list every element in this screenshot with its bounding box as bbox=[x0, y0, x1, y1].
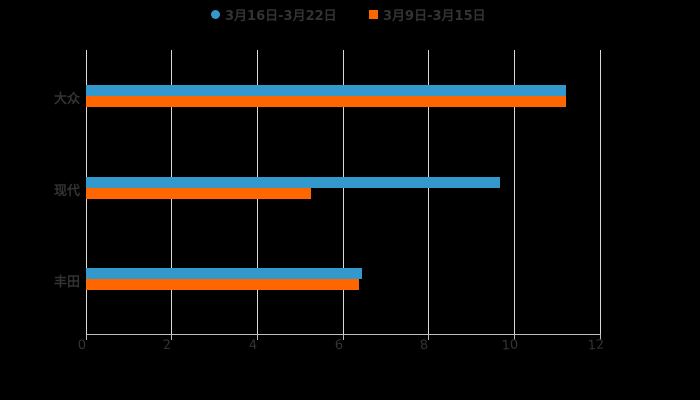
legend-label: 3月16日-3月22日 bbox=[225, 8, 337, 24]
category-label-xiandai: 现代 bbox=[53, 184, 80, 199]
x-tick-label: 0 bbox=[77, 337, 87, 354]
legend: 3月16日-3月22日 3月9日-3月15日 bbox=[0, 4, 700, 24]
gridline bbox=[343, 50, 344, 335]
gridline bbox=[514, 50, 515, 335]
legend-item-series-2[interactable]: 3月9日-3月15日 bbox=[369, 4, 486, 24]
bar-dazhong-series-1[interactable] bbox=[86, 85, 566, 96]
x-tick-label: 4 bbox=[248, 337, 258, 354]
x-tick-label: 8 bbox=[419, 337, 429, 354]
bar-fengtian-series-2[interactable] bbox=[86, 279, 359, 290]
bar-xiandai-series-1[interactable] bbox=[86, 177, 500, 188]
category-label-fengtian: 丰田 bbox=[53, 275, 80, 290]
x-tick-label: 12 bbox=[587, 337, 605, 354]
legend-item-series-1[interactable]: 3月16日-3月22日 bbox=[211, 4, 337, 24]
x-tick-label: 6 bbox=[334, 337, 344, 354]
bar-dazhong-series-2[interactable] bbox=[86, 96, 566, 107]
x-tick bbox=[86, 334, 87, 340]
bar-xiandai-series-2[interactable] bbox=[86, 188, 311, 199]
x-tick-label: 10 bbox=[501, 337, 519, 354]
x-tick bbox=[600, 334, 601, 340]
bar-fengtian-series-1[interactable] bbox=[86, 268, 362, 279]
x-tick bbox=[514, 334, 515, 340]
x-tick bbox=[343, 334, 344, 340]
gridline bbox=[600, 50, 601, 335]
circle-swatch-icon bbox=[211, 9, 220, 19]
legend-label: 3月9日-3月15日 bbox=[383, 8, 486, 24]
square-swatch-icon bbox=[369, 9, 378, 19]
x-tick bbox=[171, 334, 172, 340]
x-tick bbox=[428, 334, 429, 340]
x-tick-label: 2 bbox=[162, 337, 172, 354]
category-label-dazhong: 大众 bbox=[53, 92, 80, 107]
gridline bbox=[428, 50, 429, 335]
x-tick bbox=[257, 334, 258, 340]
